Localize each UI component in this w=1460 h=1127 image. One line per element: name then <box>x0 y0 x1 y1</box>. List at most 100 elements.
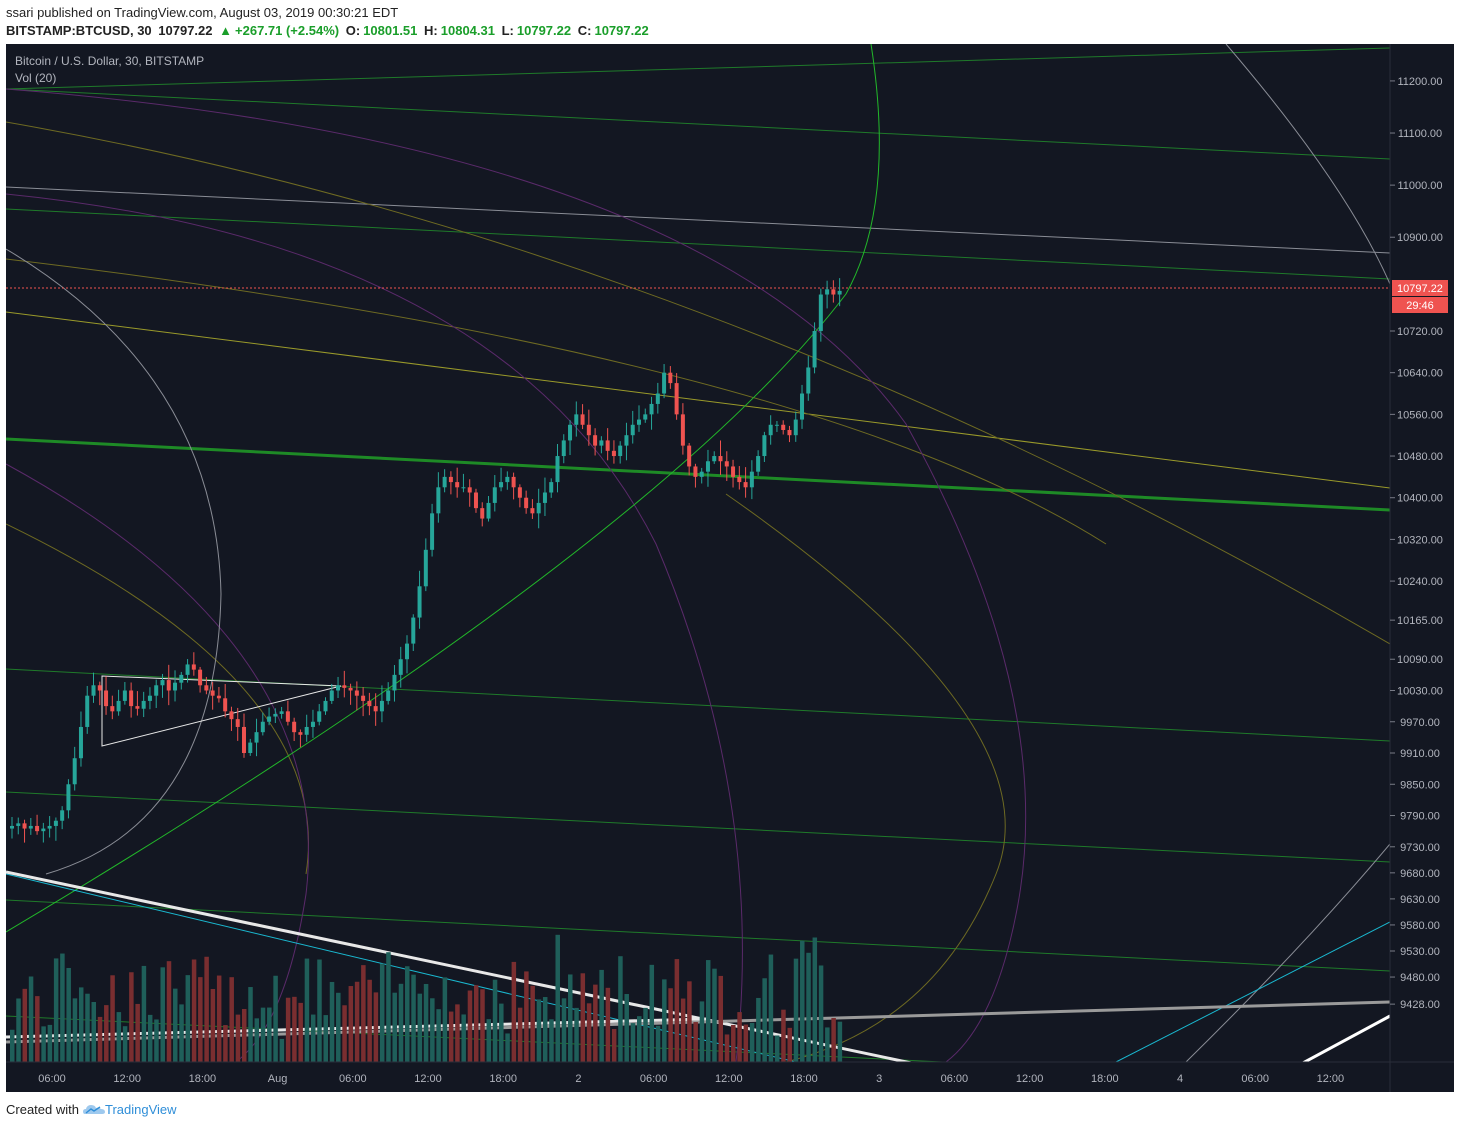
candle-body <box>762 435 767 457</box>
olive-arc <box>6 121 1390 645</box>
volume-bar <box>737 1012 742 1062</box>
y-tick-label: 9970.00 <box>1400 717 1440 729</box>
volume-bar <box>674 959 680 1062</box>
volume-bar <box>35 996 40 1062</box>
candle-body <box>185 664 190 675</box>
green-trendline <box>6 47 1390 90</box>
y-tick-label: 11000.00 <box>1397 180 1442 192</box>
candle-body <box>166 680 171 691</box>
candle-body <box>486 502 491 519</box>
countdown-box <box>1392 297 1448 313</box>
green-trendline <box>6 208 1390 280</box>
volume-bar <box>348 986 354 1062</box>
chart-area[interactable]: 11200.00 11100.00 11000.00 10900.00 10720.00… <box>6 44 1454 1092</box>
volume-bar <box>417 993 423 1062</box>
candle-body <box>392 674 397 691</box>
volume-bar <box>135 1003 140 1062</box>
candle-body <box>737 476 742 483</box>
volume-bar <box>436 1009 441 1062</box>
published-text: published on TradingView.com, August 03,… <box>37 5 399 20</box>
chart-svg[interactable]: 11200.00 11100.00 11000.00 10900.00 10720.00… <box>6 44 1454 1092</box>
volume-bar <box>423 983 429 1062</box>
volume-bar <box>47 1024 53 1062</box>
volume-bar <box>72 998 78 1062</box>
y-tick-label: 10400.00 <box>1397 493 1443 505</box>
candle-body <box>292 721 297 733</box>
candle-body <box>110 706 115 712</box>
high-label: H: <box>424 23 438 38</box>
candle-body <box>97 685 102 691</box>
volume-layer <box>10 934 843 1062</box>
volume-bar <box>122 1026 128 1062</box>
symbol-label: BITSTAMP:BTCUSD, 30 <box>6 23 152 38</box>
x-tick-label: 06:00 <box>339 1073 367 1085</box>
candle-body <box>731 466 736 477</box>
y-tick-label: 9790.00 <box>1400 811 1440 823</box>
candle-body <box>179 674 184 683</box>
candle-body <box>22 823 27 829</box>
volume-bar <box>630 1023 636 1062</box>
candle-body <box>254 732 259 743</box>
volume-bar <box>254 1018 260 1062</box>
volume-bar <box>668 988 673 1062</box>
volume-bar <box>386 952 391 1062</box>
volume-bar <box>160 967 165 1062</box>
candle-body <box>699 471 704 477</box>
purple-arc <box>6 88 1027 1062</box>
x-tick-label: 12:00 <box>113 1073 141 1085</box>
volume-bar <box>649 964 655 1062</box>
olive-arc <box>6 258 1107 545</box>
candle-body <box>405 643 410 660</box>
volume-bar <box>517 1007 523 1062</box>
candle-body <box>568 424 573 441</box>
y-tick-label: 10240.00 <box>1397 576 1443 588</box>
candle-body <box>793 419 798 436</box>
candle-body <box>141 700 146 709</box>
y-tick-label: 10560.00 <box>1397 409 1443 421</box>
olive-arc <box>6 523 309 875</box>
candle-body <box>310 721 315 727</box>
volume-bar <box>536 999 542 1062</box>
candle-body <box>147 695 152 701</box>
candle-body <box>323 700 328 712</box>
purple-arc <box>6 193 743 1062</box>
y-tick-label: 10165.00 <box>1397 615 1443 627</box>
volume-bar <box>712 968 717 1062</box>
last-price: 10797.22 <box>158 23 213 38</box>
tradingview-logo[interactable]: TradingView <box>82 1100 177 1120</box>
candle-body <box>705 461 710 472</box>
candle-body <box>198 669 203 686</box>
candle-body <box>674 383 679 415</box>
volume-bar <box>731 1024 736 1062</box>
candle-body <box>768 424 773 436</box>
candle-body <box>724 461 729 467</box>
x-tick-label: 3 <box>876 1073 882 1085</box>
tradingview-brand: TradingView <box>104 1102 177 1117</box>
y-tick-label: 9730.00 <box>1400 842 1440 854</box>
volume-bar <box>191 959 197 1062</box>
volume-bar <box>41 1026 46 1062</box>
y-tick-label: 10900.00 <box>1397 232 1443 244</box>
volume-bar <box>304 958 310 1062</box>
publisher-name[interactable]: ssari <box>6 5 34 20</box>
green-parabola <box>6 44 880 933</box>
volume-bar <box>354 981 360 1062</box>
yellow-trendline <box>6 311 1390 489</box>
candle-body <box>812 331 817 368</box>
drawing-layer <box>6 44 1390 1062</box>
y-tick-label: 10030.00 <box>1397 685 1443 697</box>
volume-bar <box>800 940 805 1062</box>
y-tick-label: 10320.00 <box>1397 534 1443 546</box>
candle-body <box>505 476 510 483</box>
price-axis[interactable]: 11200.00 11100.00 11000.00 10900.00 10720.00… <box>1390 76 1443 1011</box>
time-axis[interactable]: 06:00 12:00 18:00 Aug 06:00 12:00 18:00 2 06:00 1… <box>38 1073 1344 1085</box>
candle-body <box>461 487 466 489</box>
x-tick-label: 12:00 <box>414 1073 442 1085</box>
volume-bar <box>662 979 667 1062</box>
volume-bar <box>618 956 623 1062</box>
x-tick-label: 18:00 <box>1091 1073 1119 1085</box>
volume-bar <box>825 1027 830 1062</box>
volume-bar <box>473 985 479 1062</box>
high-value: 10804.31 <box>440 23 495 38</box>
volume-bar <box>210 989 216 1062</box>
